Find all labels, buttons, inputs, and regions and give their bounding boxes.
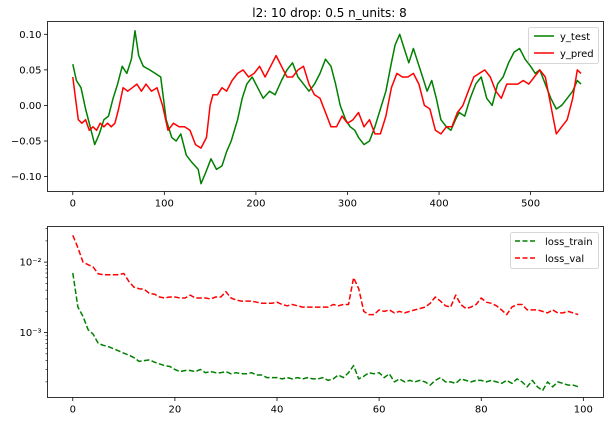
x-tick-label: 40 — [271, 405, 284, 416]
x-tick-label: 100 — [155, 199, 174, 210]
series-line-loss-train — [72, 272, 579, 392]
top-subplot: l2: 10 drop: 0.5 n_units: 8 0 100 200 300 40… — [11, 6, 604, 210]
top-legend: y_test y_pred — [528, 27, 599, 64]
legend-loss-train-label: loss_train — [545, 237, 593, 248]
legend-y-pred-label: y_pred — [560, 49, 594, 60]
y-tick-label: 0.10 — [19, 30, 41, 41]
x-tick-label: 0 — [70, 405, 76, 416]
x-tick-label: 300 — [338, 199, 357, 210]
series-line-y-test — [72, 29, 582, 185]
x-tick-label: 60 — [373, 405, 386, 416]
y-tick-label: 0.00 — [19, 101, 41, 112]
x-tick-label: 500 — [521, 199, 540, 210]
y-tick-label: −0.05 — [11, 136, 42, 147]
x-tick-label: 200 — [246, 199, 265, 210]
series-line-loss-val — [72, 235, 579, 316]
x-tick-label: 100 — [574, 405, 593, 416]
top-chart-title: l2: 10 drop: 0.5 n_units: 8 — [252, 6, 407, 20]
x-tick-label: 80 — [475, 405, 488, 416]
bottom-legend: loss_train loss_val — [510, 232, 599, 269]
y-tick-label: 10⁻³ — [19, 328, 41, 339]
legend-y-test-label: y_test — [560, 32, 590, 43]
bottom-subplot: 0 20 40 60 80 100 10⁻² 10⁻³ loss_train loss_va… — [19, 226, 604, 416]
x-tick-label: 20 — [169, 405, 182, 416]
bottom-plot-frame — [47, 226, 604, 398]
x-tick-label: 0 — [70, 199, 76, 210]
series-line-y-pred — [72, 54, 582, 149]
y-tick-label: 10⁻² — [19, 258, 41, 269]
y-tick-label: −0.10 — [11, 172, 42, 183]
top-plot-frame — [47, 21, 604, 192]
y-tick-label: 0.05 — [19, 65, 41, 76]
x-tick-label: 400 — [429, 199, 448, 210]
legend-loss-val-label: loss_val — [545, 254, 584, 265]
